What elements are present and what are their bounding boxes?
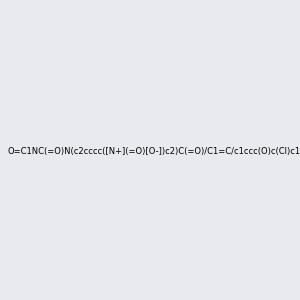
Text: O=C1NC(=O)N(c2cccc([N+](=O)[O-])c2)C(=O)/C1=C/c1ccc(O)c(Cl)c1: O=C1NC(=O)N(c2cccc([N+](=O)[O-])c2)C(=O)… (7, 147, 300, 156)
